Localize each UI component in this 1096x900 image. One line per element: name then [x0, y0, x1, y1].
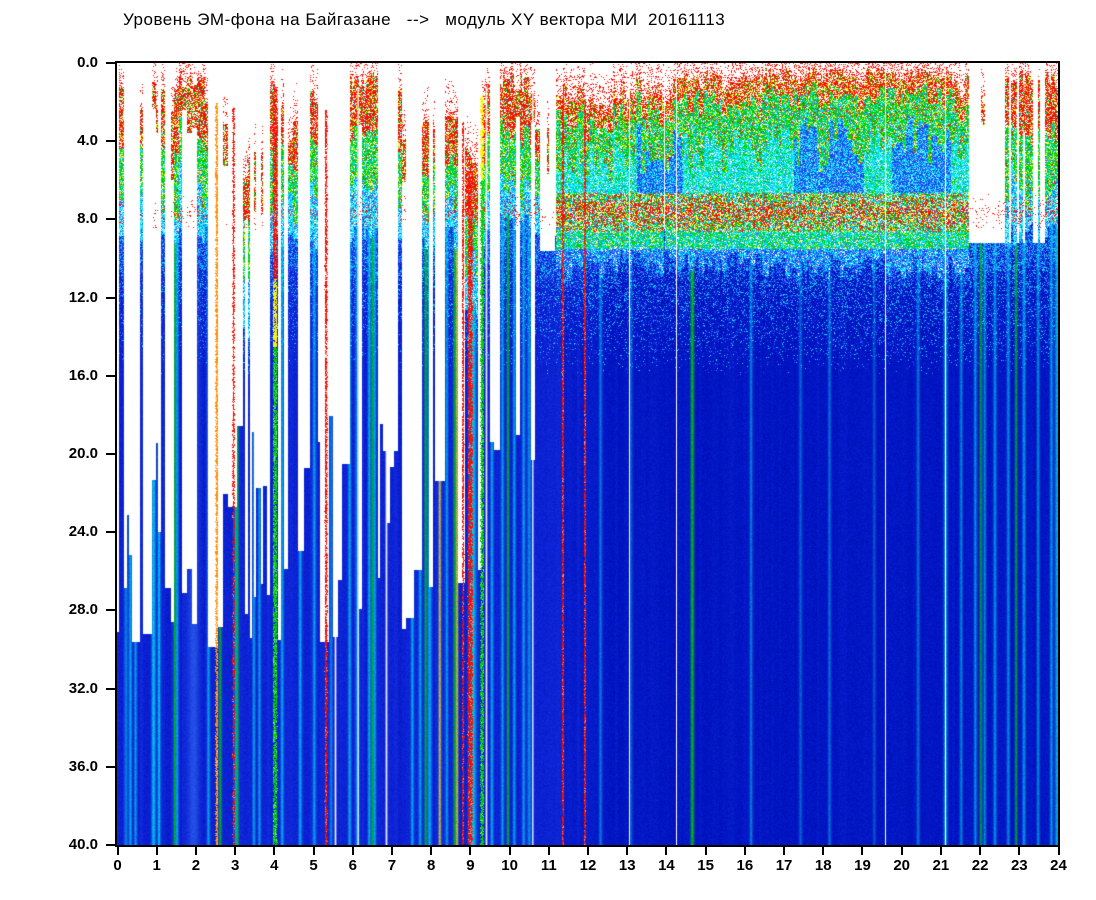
- y-axis-tick: [106, 765, 115, 768]
- x-axis-tick-label: 16: [736, 857, 754, 874]
- x-axis-tick-label: 8: [426, 857, 436, 874]
- x-axis-tick-label: 11: [540, 857, 557, 874]
- x-axis-tick-label: 19: [854, 857, 871, 874]
- x-axis-tick-label: 20: [893, 857, 910, 874]
- x-axis-tick-label: 4: [270, 857, 279, 874]
- y-axis-tick: [106, 218, 115, 221]
- x-axis-tick: [430, 847, 433, 855]
- x-axis-tick: [351, 847, 354, 855]
- y-axis-tick: [106, 296, 115, 299]
- y-axis-tick-label: 28.0: [68, 601, 98, 619]
- y-axis-tick: [106, 140, 115, 143]
- x-axis-tick: [390, 847, 393, 855]
- x-axis-tick-label: 5: [309, 857, 318, 874]
- x-axis-tick-label: 17: [775, 857, 793, 874]
- x-axis-tick: [939, 847, 942, 855]
- x-axis-tick: [665, 847, 668, 855]
- x-axis-tick-label: 7: [387, 857, 397, 874]
- x-axis-tick: [508, 847, 511, 855]
- x-axis-tick-label: 2: [191, 857, 201, 874]
- x-axis-tick-label: 24: [1050, 857, 1067, 874]
- x-axis-tick-label: 22: [971, 857, 989, 874]
- y-axis-tick-label: 36.0: [68, 757, 98, 775]
- y-axis-tick: [106, 609, 115, 612]
- y-axis-tick: [106, 687, 115, 690]
- x-axis-tick: [1057, 847, 1060, 855]
- x-axis-tick: [900, 847, 903, 855]
- x-axis-tick: [783, 847, 786, 855]
- x-axis-tick: [1018, 847, 1021, 855]
- y-axis-tick: [106, 453, 115, 455]
- y-axis-tick-label: 4.0: [77, 132, 98, 150]
- x-axis-tick: [273, 847, 276, 855]
- x-axis-tick: [469, 847, 472, 855]
- y-axis-tick: [106, 62, 115, 64]
- y-axis-tick-label: 40.0: [68, 836, 98, 853]
- x-axis-tick-label: 3: [230, 857, 240, 874]
- x-axis-tick: [234, 847, 237, 855]
- x-axis-tick-label: 12: [579, 857, 597, 874]
- x-axis-tick-label: 0: [113, 857, 122, 874]
- spectrogram-canvas: [117, 63, 1058, 845]
- x-axis-tick-label: 14: [658, 857, 675, 874]
- chart-title: Уровень ЭМ-фона на Байгазане --> модуль …: [123, 10, 726, 29]
- y-axis-tick: [106, 531, 115, 534]
- x-axis-tick-label: 9: [466, 857, 475, 874]
- x-axis-tick: [312, 847, 315, 855]
- x-axis-tick: [743, 847, 746, 855]
- y-axis-tick-label: 8.0: [77, 210, 98, 228]
- y-axis-tick-label: 0.0: [77, 54, 98, 71]
- x-axis-tick-label: 1: [152, 857, 161, 874]
- x-axis-tick: [626, 847, 629, 855]
- y-axis-tick-label: 32.0: [68, 679, 98, 697]
- x-axis-tick: [116, 847, 119, 855]
- x-axis-tick-label: 15: [697, 857, 714, 874]
- y-axis-tick: [106, 374, 115, 377]
- x-axis-tick: [547, 847, 550, 855]
- plot-frame: [115, 61, 1060, 847]
- x-axis-tick-label: 10: [501, 857, 518, 874]
- x-axis-tick: [861, 847, 864, 855]
- y-axis-tick-label: 24.0: [68, 523, 98, 541]
- x-axis-tick: [979, 847, 982, 855]
- x-axis-tick: [704, 847, 707, 855]
- y-axis-tick: [106, 844, 115, 846]
- y-axis-tick-label: 16.0: [68, 366, 98, 384]
- x-axis-tick: [822, 847, 825, 855]
- x-axis-tick-label: 6: [348, 857, 357, 874]
- y-axis-tick-label: 12.0: [68, 288, 98, 306]
- x-axis-tick: [194, 847, 197, 855]
- x-axis-tick-label: 21: [932, 857, 950, 874]
- x-axis-tick: [155, 847, 158, 855]
- x-axis-tick: [587, 847, 589, 855]
- x-axis-tick-label: 13: [618, 857, 636, 874]
- y-axis-tick-label: 20.0: [68, 445, 98, 462]
- x-axis-tick-label: 18: [814, 857, 832, 874]
- x-axis-tick-label: 23: [1010, 857, 1028, 874]
